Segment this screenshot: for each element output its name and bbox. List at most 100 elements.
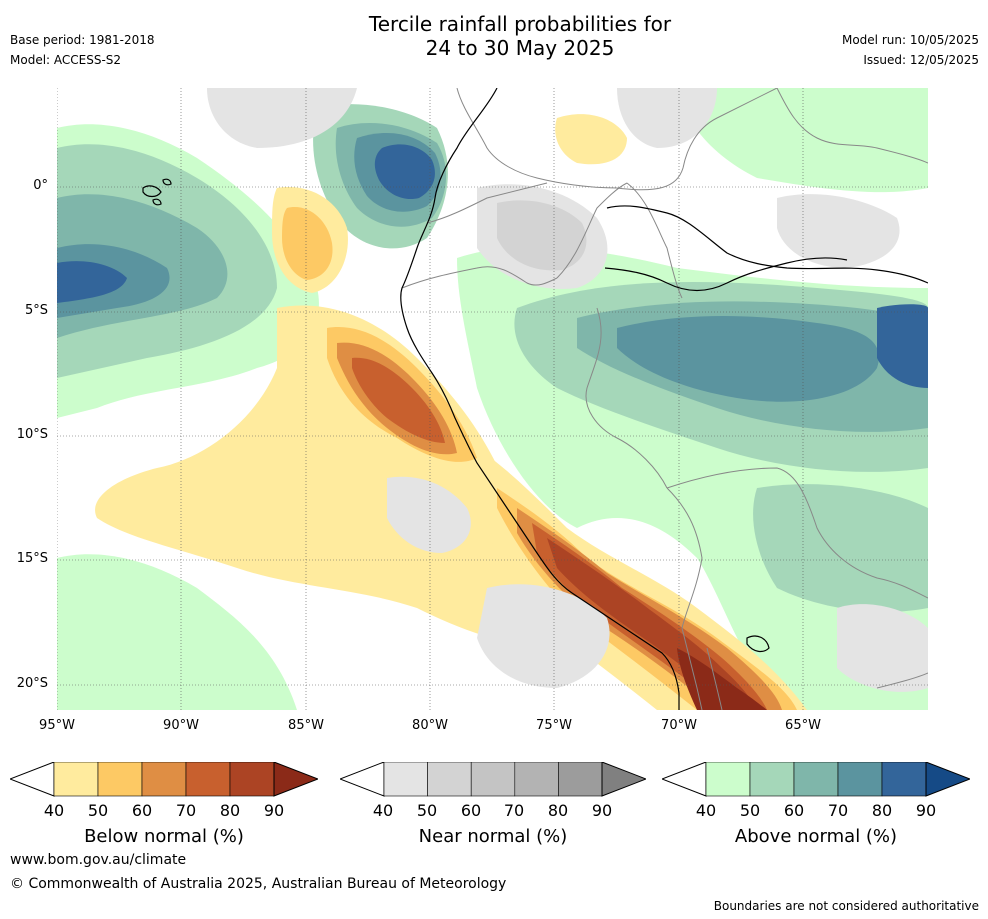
cb-below-tick-90: 90 — [263, 801, 285, 820]
footer-url[interactable]: www.bom.gov.au/climate — [10, 852, 187, 868]
colorbar-above-svg — [660, 761, 972, 797]
cb-near-tick-80: 80 — [547, 801, 569, 820]
lat-label-0: 0° — [33, 178, 48, 193]
cb-above-tick-80: 80 — [871, 801, 893, 820]
coast-galapagos-3 — [152, 198, 162, 206]
title-line-2: 24 to 30 May 2025 — [425, 36, 615, 60]
lon-label-85w: 85°W — [288, 718, 324, 733]
lat-label-20s: 20°S — [16, 676, 48, 691]
colorbar-below-segment-5 — [229, 761, 275, 797]
country-borders — [401, 88, 928, 710]
above-80-region-west — [57, 261, 127, 303]
colorbar-above-segment-2 — [749, 761, 795, 797]
below-70-region-peru — [352, 357, 445, 443]
map-svg — [57, 88, 928, 710]
cb-near-tick-90: 90 — [591, 801, 613, 820]
cb-near-tick-40: 40 — [372, 801, 394, 820]
copyright-text: © Commonwealth of Australia 2025, Austra… — [10, 876, 507, 892]
border-ecuador-peru — [401, 266, 558, 289]
below-40-region-north — [555, 114, 627, 165]
lon-label-80w: 80°W — [412, 718, 448, 733]
colorbar-below-segment-4 — [185, 761, 231, 797]
colorbar-above-title: Above normal (%) — [734, 826, 898, 847]
colorbar-above-segment-5 — [881, 761, 927, 797]
coast-caribbean — [606, 205, 928, 284]
above-40-region-north — [677, 88, 928, 193]
cb-below-tick-50: 50 — [87, 801, 109, 820]
colorbar-below-title: Below normal (%) — [84, 826, 244, 847]
cb-below-tick-70: 70 — [175, 801, 197, 820]
near-40-region-east-north — [617, 88, 717, 148]
colorbar-below-under-triangle — [8, 761, 55, 797]
coast-lake-titicaca — [746, 635, 770, 653]
colorbar-above-normal — [660, 761, 972, 802]
coast-galapagos-2 — [162, 178, 172, 186]
colorbar-near-under-triangle — [338, 761, 385, 797]
near-40-region-peru-coast — [387, 476, 471, 553]
cb-above-tick-90: 90 — [915, 801, 937, 820]
base-period: Base period: 1981-2018 — [10, 33, 155, 47]
colorbar-near-segment-4 — [514, 761, 559, 797]
issued-date: Issued: 12/05/2025 — [863, 53, 979, 67]
probability-shading — [57, 88, 928, 710]
colorbar-below-segment-3 — [141, 761, 187, 797]
map-title: Tercile rainfall probabilities for 24 to… — [0, 12, 988, 60]
lat-label-5s: 5°S — [24, 303, 48, 318]
cb-below-tick-40: 40 — [43, 801, 65, 820]
cb-above-tick-70: 70 — [827, 801, 849, 820]
coast-pacific — [400, 88, 680, 710]
lon-label-65w: 65°W — [785, 718, 821, 733]
disclaimer-text: Boundaries are not considered authoritat… — [713, 899, 979, 913]
cb-above-tick-40: 40 — [695, 801, 717, 820]
lon-label-95w: 95°W — [39, 718, 75, 733]
colorbar-below-segment-1 — [53, 761, 99, 797]
colorbar-near-svg — [338, 761, 648, 797]
colorbar-above-ticks: 40 50 60 70 80 90 — [686, 801, 966, 821]
colorbar-near-segment-1 — [383, 761, 428, 797]
border-peru-colombia — [556, 182, 628, 279]
rainfall-probability-map — [57, 88, 928, 710]
cb-near-tick-50: 50 — [416, 801, 438, 820]
border-colombia-ecuador — [426, 182, 548, 224]
lon-label-90w: 90°W — [163, 718, 199, 733]
border-bolivia-chile — [706, 647, 723, 710]
border-bolivia-brazil — [666, 467, 928, 599]
above-80-region-colombia — [374, 144, 435, 200]
colorbar-above-under-triangle — [660, 761, 707, 797]
coast-galapagos-1 — [142, 185, 162, 198]
above-70-region-amazon — [617, 316, 879, 402]
colorbar-near-segment-2 — [427, 761, 472, 797]
cb-near-tick-60: 60 — [460, 801, 482, 820]
near-40-region-bolivia — [477, 584, 610, 688]
lon-label-70w: 70°W — [661, 718, 697, 733]
colorbar-above-segment-4 — [837, 761, 883, 797]
near-40-region-north — [207, 88, 357, 148]
meta-left: Base period: 1981-2018 Model: ACCESS-S2 — [10, 30, 155, 70]
colorbar-near-normal — [338, 761, 648, 802]
above-40-region-southwest — [57, 554, 297, 710]
coast-amazon-river — [604, 257, 848, 292]
colorbar-below-segment-2 — [97, 761, 143, 797]
above-80-region-east — [877, 304, 928, 388]
below-90-region-andes — [677, 648, 767, 710]
near-50-region-amazon — [497, 200, 587, 271]
colorbar-near-title: Near normal (%) — [418, 826, 568, 847]
colorbar-above-segment-1 — [705, 761, 751, 797]
cb-above-tick-60: 60 — [783, 801, 805, 820]
cb-below-tick-60: 60 — [131, 801, 153, 820]
cb-near-tick-70: 70 — [503, 801, 525, 820]
below-40-region-ocean — [95, 305, 605, 648]
coastline — [142, 88, 928, 710]
title-line-1: Tercile rainfall probabilities for — [368, 12, 672, 36]
lon-label-75w: 75°W — [536, 718, 572, 733]
model-run: Model run: 10/05/2025 — [841, 33, 979, 47]
lat-label-10s: 10°S — [16, 427, 48, 442]
border-brazil-paraguay — [876, 672, 928, 689]
colorbar-below-svg — [8, 761, 320, 797]
cb-below-tick-80: 80 — [219, 801, 241, 820]
colorbar-below-normal — [8, 761, 320, 802]
cb-above-tick-50: 50 — [739, 801, 761, 820]
model-name: Model: ACCESS-S2 — [10, 53, 122, 67]
graticule — [57, 88, 928, 710]
border-peru-bolivia — [666, 487, 703, 710]
